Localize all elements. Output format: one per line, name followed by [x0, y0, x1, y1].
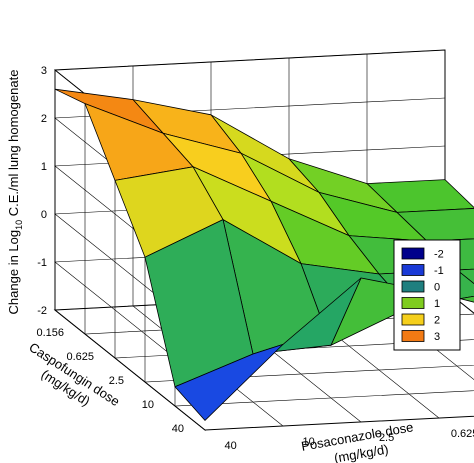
- legend-swatch: [401, 280, 425, 293]
- legend-swatch: [401, 330, 425, 342]
- caspofungin-gridline: [114, 118, 474, 359]
- legend-label: 2: [434, 315, 440, 327]
- posaconazole-tick-label: 10: [302, 436, 314, 448]
- caspofungin-tick-label: 40: [172, 423, 184, 435]
- caspofungin-tick-label: 10: [142, 399, 154, 411]
- z-tick-label: -2: [37, 305, 47, 317]
- caspofungin-tick-label: 0.625: [66, 351, 94, 363]
- tick-labels: -2-101230.1560.6252.5104040102.50.6250.1…: [36, 65, 474, 452]
- z-axis-title-subscript: 10: [14, 220, 24, 230]
- posaconazole-axis-title: Posaconazole dose (mg/kg/d): [300, 419, 414, 463]
- z-axis-title: Change in Log10 C.E./ml lung homogenate: [6, 70, 24, 315]
- legend-swatch: [401, 247, 425, 260]
- z-tick-label: 0: [41, 209, 47, 221]
- caspofungin-tick-label: 0.156: [36, 327, 64, 339]
- legend: -2 -1 0 1 2 3: [393, 239, 461, 351]
- caspofungin-tick-label: 2.5: [109, 375, 124, 387]
- legend-label: 1: [434, 298, 440, 310]
- z-tick-label: 2: [41, 113, 47, 125]
- posaconazole-tick-label: 40: [224, 440, 236, 452]
- legend-label: 0: [434, 282, 440, 294]
- z-axis-title-rest: C.E./ml lung homogenate: [6, 70, 21, 220]
- z-tick-label: -1: [37, 257, 47, 269]
- z-tick-label: 3: [41, 65, 47, 77]
- surface-patch: [174, 344, 284, 421]
- legend-label: 3: [434, 331, 440, 343]
- legend-swatch: [401, 297, 425, 309]
- legend-label: -2: [434, 249, 444, 261]
- legend-swatch: [401, 313, 425, 326]
- legend-swatch: [401, 264, 425, 276]
- posaconazole-tick-label: 0.625: [451, 428, 474, 440]
- legend-label: -1: [434, 265, 444, 277]
- z-tick-label: 1: [41, 161, 47, 173]
- z-axis-title-main: Change in Log: [6, 230, 21, 315]
- posaconazole-tick-label: 2.5: [379, 432, 394, 444]
